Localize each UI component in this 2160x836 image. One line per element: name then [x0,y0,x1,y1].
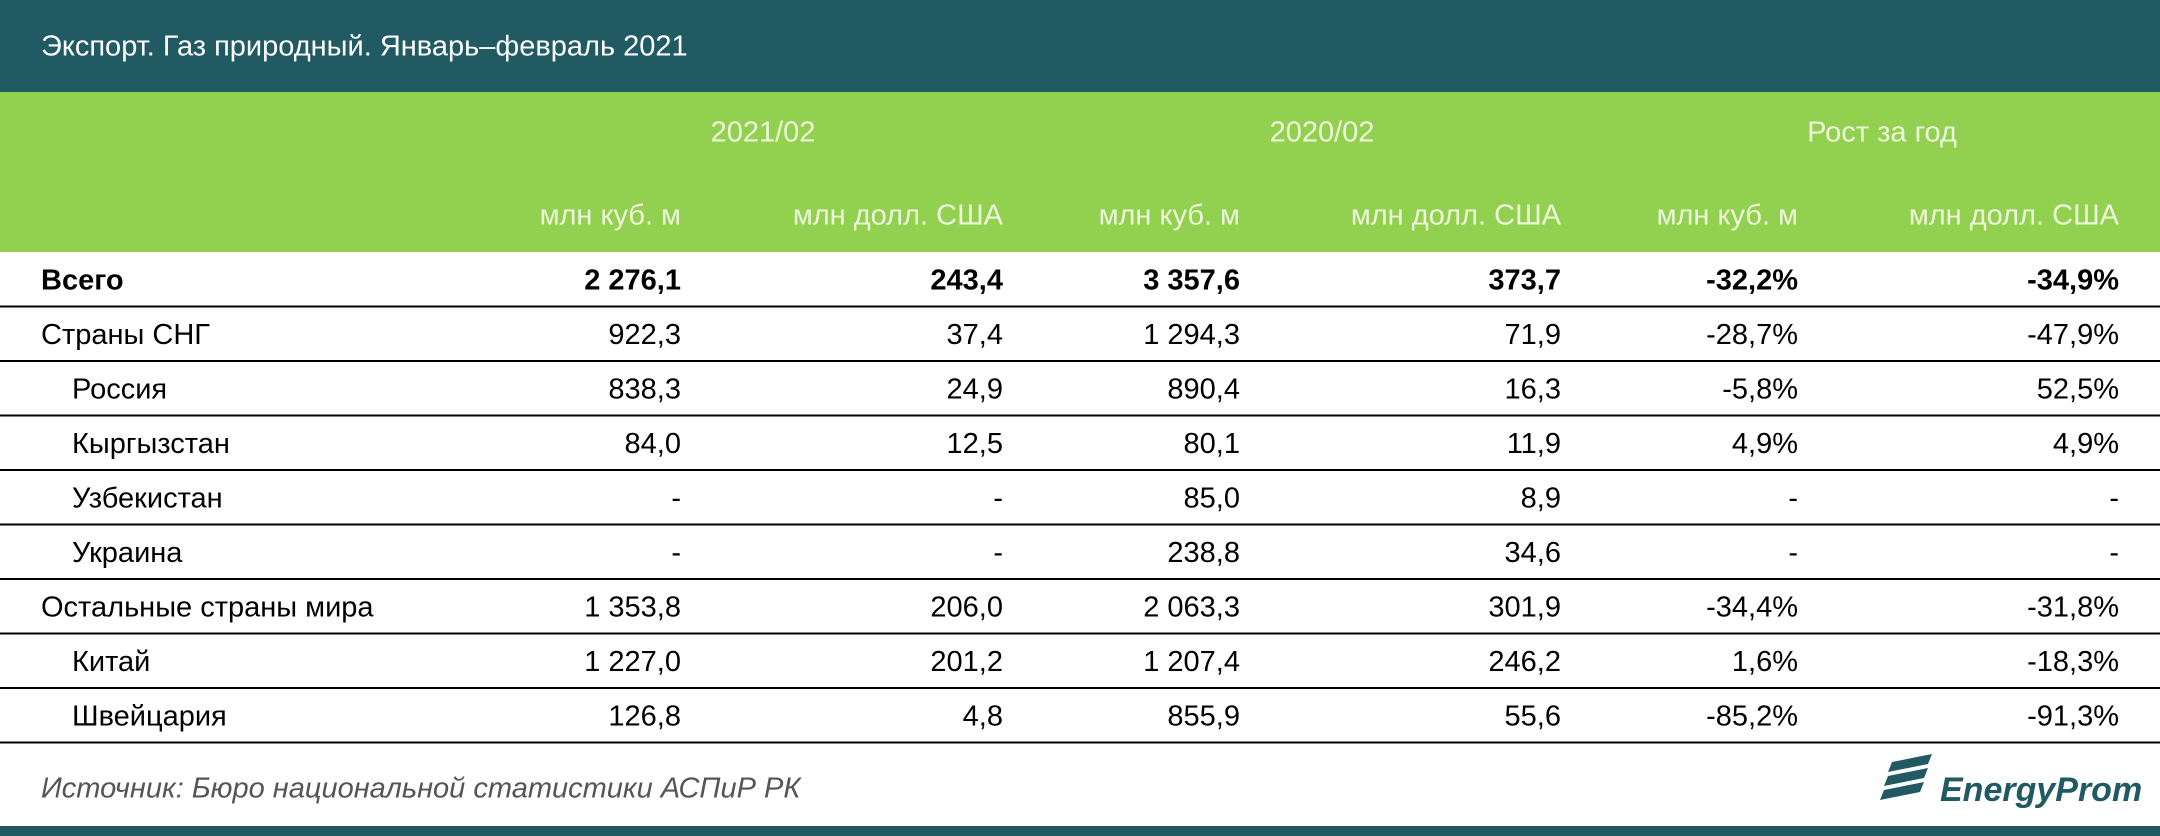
cell: -18,3% [2027,646,2119,678]
cell: 206,0 [930,592,1003,624]
header-band [0,92,2160,252]
cell: - [993,537,1003,569]
logo-icon [1880,754,1932,800]
cell: 80,1 [1184,428,1240,460]
title-bar [0,0,2160,92]
cell: 4,8 [963,701,1003,733]
cell: 126,8 [608,701,681,733]
cell: 12,5 [947,428,1003,460]
total-label: Всего [41,265,124,297]
cell: -85,2% [1706,701,1798,733]
cell: 37,4 [947,319,1003,351]
cell: 52,5% [2037,374,2119,406]
country-label: Кыргызстан [72,428,230,460]
logo: EnergyProm [1880,754,2142,809]
group-label: Страны СНГ [41,319,210,351]
bottom-bar [0,826,2160,836]
cell: 2 063,3 [1143,592,1240,624]
title: Экспорт. Газ природный. Январь–февраль 2… [41,31,688,63]
cell: 890,4 [1167,374,1240,406]
cell: - [671,483,681,515]
logo-text: EnergyProm [1940,771,2142,809]
source: Источник: Бюро национальной статистики А… [41,773,802,805]
cell: 4,9% [2053,428,2119,460]
cell: 1 353,8 [584,592,681,624]
cell: - [671,537,681,569]
cell: 922,3 [608,319,681,351]
cell: 1,6% [1732,646,1798,678]
unit-header: млн долл. США [793,200,1004,232]
unit-header: млн долл. США [1909,200,2120,232]
cell: 8,9 [1521,483,1561,515]
cell: - [993,483,1003,515]
cell: 301,9 [1488,592,1561,624]
country-label: Швейцария [72,701,227,733]
cell: 1 227,0 [584,646,681,678]
cell: 1 207,4 [1143,646,1240,678]
cell: -28,7% [1706,319,1798,351]
cell: 34,6 [1505,537,1561,569]
unit-header: млн куб. м [1099,200,1240,232]
cell: - [1788,483,1798,515]
cell: 201,2 [930,646,1003,678]
cell: 373,7 [1488,265,1561,297]
unit-header: млн куб. м [540,200,681,232]
cell: 84,0 [625,428,681,460]
country-label: Украина [72,537,183,569]
cell: 1 294,3 [1143,319,1240,351]
cell: 246,2 [1488,646,1561,678]
cell: 838,3 [608,374,681,406]
cell: 238,8 [1167,537,1240,569]
cell: -34,4% [1706,592,1798,624]
cell: 243,4 [930,265,1003,297]
cell: - [2109,537,2119,569]
cell: 24,9 [947,374,1003,406]
cell: 71,9 [1505,319,1561,351]
column-group: Рост за год [1807,117,1957,149]
cell: 855,9 [1167,701,1240,733]
country-label: Россия [72,374,167,406]
cell: 4,9% [1732,428,1798,460]
column-group: 2021/02 [711,117,816,149]
cell: -34,9% [2027,265,2119,297]
column-group: 2020/02 [1270,117,1375,149]
cell: -47,9% [2027,319,2119,351]
cell: 2 276,1 [584,265,681,297]
unit-header: млн куб. м [1657,200,1798,232]
group-label: Остальные страны мира [41,592,374,624]
cell: -32,2% [1706,265,1798,297]
cell: -31,8% [2027,592,2119,624]
cell: - [1788,537,1798,569]
cell: - [2109,483,2119,515]
country-label: Узбекистан [72,483,223,515]
country-label: Китай [72,646,150,678]
cell: -5,8% [1722,374,1798,406]
cell: -91,3% [2027,701,2119,733]
cell: 55,6 [1505,701,1561,733]
cell: 85,0 [1184,483,1240,515]
cell: 3 357,6 [1143,265,1240,297]
cell: 11,9 [1507,428,1561,460]
unit-header: млн долл. США [1351,200,1562,232]
cell: 16,3 [1505,374,1561,406]
